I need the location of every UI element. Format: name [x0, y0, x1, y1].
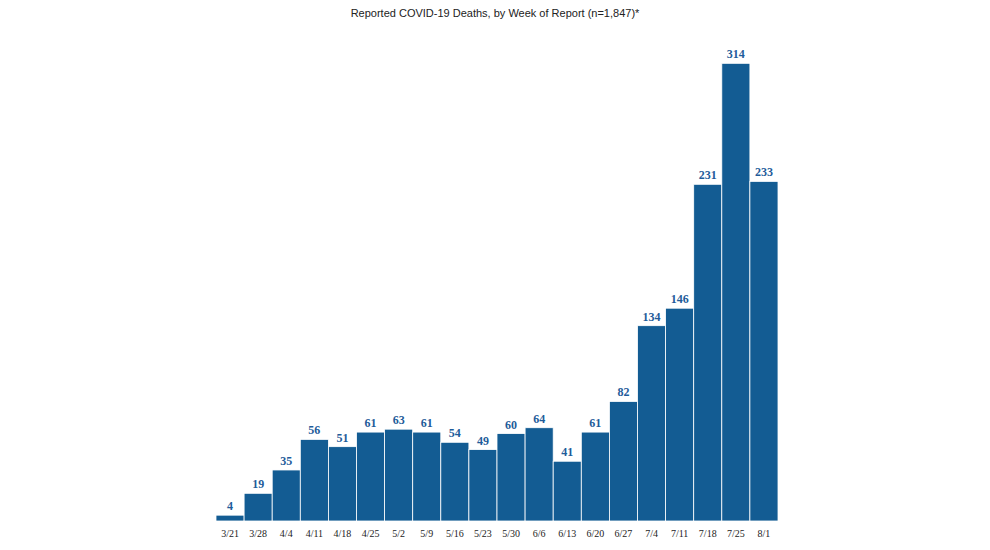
bar [525, 428, 553, 521]
bar [441, 442, 469, 521]
chart-title: Reported COVID-19 Deaths, by Week of Rep… [351, 7, 640, 19]
data-labels: 4 19 35 56 51 61 63 61 54 49 60 64 41 61 82 134 146 231 31… [227, 47, 773, 513]
x-tick-label: 4/4 [280, 528, 293, 539]
x-tick-label: 5/9 [420, 528, 433, 539]
bar [216, 515, 244, 521]
bar [581, 432, 609, 521]
x-tick-label: 3/21 [221, 528, 239, 539]
data-label: 19 [252, 477, 264, 491]
data-label: 54 [449, 426, 461, 440]
bar [244, 493, 272, 521]
data-label: 146 [671, 292, 689, 306]
data-label: 314 [727, 47, 745, 61]
data-label: 134 [643, 310, 661, 324]
x-tick-label: 4/25 [362, 528, 380, 539]
data-label: 35 [280, 454, 292, 468]
data-label: 41 [561, 445, 573, 459]
x-tick-label: 7/4 [645, 528, 658, 539]
bar [497, 434, 525, 521]
data-label: 61 [421, 416, 433, 430]
x-tick-label: 5/23 [474, 528, 492, 539]
x-tick-label: 7/18 [699, 528, 717, 539]
bar [328, 447, 356, 521]
bars [216, 63, 778, 521]
data-label: 49 [477, 434, 489, 448]
bar [609, 401, 637, 521]
bar [272, 470, 300, 521]
x-tick-label: 6/13 [558, 528, 576, 539]
x-tick-label: 3/28 [249, 528, 267, 539]
x-tick-labels: 3/21 3/28 4/4 4/11 4/18 4/25 5/2 5/9 5/16 5/23 5/3… [221, 528, 770, 539]
data-label: 233 [755, 165, 773, 179]
bar [694, 184, 722, 521]
x-tick-label: 4/11 [306, 528, 323, 539]
data-label: 56 [308, 423, 320, 437]
data-label: 63 [393, 413, 405, 427]
x-tick-label: 6/27 [615, 528, 633, 539]
data-label: 51 [336, 431, 348, 445]
x-tick-label: 6/6 [533, 528, 546, 539]
data-label: 61 [589, 416, 601, 430]
x-tick-label: 5/2 [392, 528, 405, 539]
x-tick-label: 5/16 [446, 528, 464, 539]
bar [469, 450, 497, 521]
x-tick-label: 8/1 [758, 528, 771, 539]
bar [413, 432, 441, 521]
bar [357, 432, 385, 521]
x-tick-label: 7/11 [671, 528, 688, 539]
x-tick-label: 5/30 [502, 528, 520, 539]
chart-svg: Reported COVID-19 Deaths, by Week of Rep… [0, 0, 990, 550]
bar [750, 181, 778, 521]
bar [553, 461, 581, 521]
bar [638, 326, 666, 521]
data-label: 60 [505, 418, 517, 432]
chart-root: Reported COVID-19 Deaths, by Week of Rep… [0, 0, 990, 550]
x-tick-label: 7/25 [727, 528, 745, 539]
x-tick-label: 4/18 [334, 528, 352, 539]
bar [300, 439, 328, 521]
bar [385, 429, 413, 521]
data-label: 4 [227, 499, 233, 513]
data-label: 231 [699, 168, 717, 182]
x-tick-label: 6/20 [586, 528, 604, 539]
data-label: 64 [533, 412, 545, 426]
bar [722, 63, 750, 521]
data-label: 82 [617, 385, 629, 399]
bar [666, 308, 694, 521]
data-label: 61 [365, 416, 377, 430]
